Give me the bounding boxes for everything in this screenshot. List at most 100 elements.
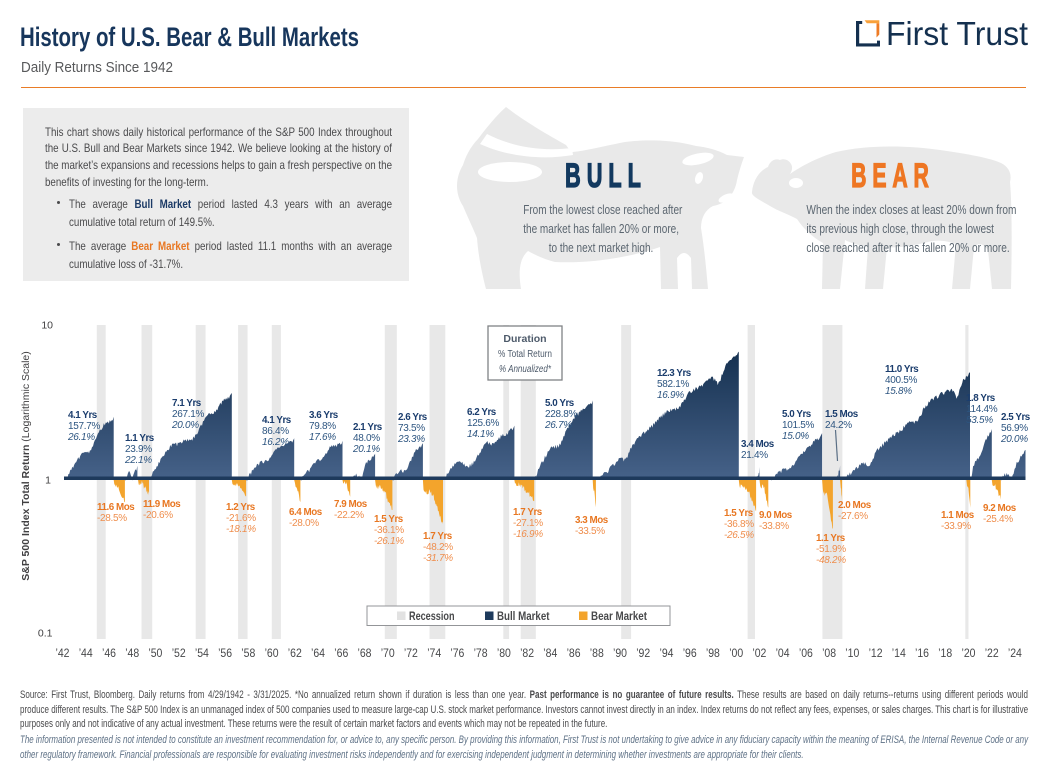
svg-text:’98: ’98	[706, 648, 720, 660]
svg-text:’00: ’00	[729, 648, 743, 660]
svg-text:’80: ’80	[497, 648, 511, 660]
svg-text:21.4%: 21.4%	[741, 450, 768, 461]
svg-text:20.0%: 20.0%	[1000, 434, 1028, 445]
svg-text:’22: ’22	[985, 648, 999, 660]
svg-text:’12: ’12	[869, 648, 883, 660]
svg-text:1: 1	[45, 475, 51, 487]
svg-text:S&P 500 Index Total Return (Lo: S&P 500 Index Total Return (Logarithmic …	[20, 351, 32, 581]
svg-text:-21.6%: -21.6%	[226, 513, 256, 524]
svg-text:267.1%: 267.1%	[172, 409, 205, 420]
svg-text:’84: ’84	[543, 648, 558, 660]
svg-text:101.5%: 101.5%	[782, 420, 815, 431]
svg-text:400.5%: 400.5%	[885, 375, 918, 386]
svg-text:Bull Market: Bull Market	[497, 611, 550, 623]
svg-text:% Total Return: % Total Return	[498, 349, 552, 360]
svg-text:-36.8%: -36.8%	[724, 519, 754, 530]
svg-text:’66: ’66	[334, 648, 348, 660]
svg-text:’62: ’62	[288, 648, 302, 660]
svg-text:16.2%: 16.2%	[262, 437, 289, 448]
svg-text:86.4%: 86.4%	[262, 426, 289, 437]
svg-text:’60: ’60	[265, 648, 279, 660]
svg-text:114.4%: 114.4%	[966, 404, 998, 415]
svg-text:-28.5%: -28.5%	[97, 513, 127, 524]
svg-text:’86: ’86	[567, 648, 581, 660]
svg-text:’88: ’88	[590, 648, 604, 660]
svg-text:10: 10	[41, 320, 53, 332]
svg-text:-51.9%: -51.9%	[816, 544, 846, 555]
svg-text:3.4 Mos: 3.4 Mos	[741, 439, 775, 450]
svg-text:56.9%: 56.9%	[1001, 423, 1028, 434]
svg-text:’02: ’02	[752, 648, 766, 660]
svg-text:6.2 Yrs: 6.2 Yrs	[467, 407, 497, 418]
svg-text:-28.0%: -28.0%	[289, 518, 319, 529]
svg-text:-33.5%: -33.5%	[575, 526, 605, 537]
svg-text:26.1%: 26.1%	[67, 432, 95, 443]
svg-text:1.8 Yrs: 1.8 Yrs	[966, 393, 996, 404]
svg-text:Duration: Duration	[503, 333, 546, 345]
svg-text:1.5 Yrs: 1.5 Yrs	[374, 514, 404, 525]
svg-text:11.9 Mos: 11.9 Mos	[143, 499, 181, 510]
svg-text:11.0 Yrs: 11.0 Yrs	[885, 364, 919, 375]
svg-text:-33.8%: -33.8%	[759, 521, 789, 532]
svg-text:11.6 Mos: 11.6 Mos	[97, 502, 135, 513]
svg-text:-25.4%: -25.4%	[983, 514, 1013, 525]
svg-text:7.1 Yrs: 7.1 Yrs	[172, 398, 202, 409]
svg-text:5.0 Yrs: 5.0 Yrs	[545, 398, 575, 409]
svg-text:-48.2%: -48.2%	[816, 555, 846, 566]
svg-text:’70: ’70	[381, 648, 395, 660]
svg-text:2.5 Yrs: 2.5 Yrs	[1001, 412, 1031, 423]
svg-text:9.0 Mos: 9.0 Mos	[759, 510, 793, 521]
svg-text:-31.7%: -31.7%	[423, 553, 453, 564]
svg-text:1.5 Mos: 1.5 Mos	[825, 409, 859, 420]
svg-text:7.9 Mos: 7.9 Mos	[334, 499, 368, 510]
svg-text:1.7 Yrs: 1.7 Yrs	[423, 531, 453, 542]
svg-text:’14: ’14	[892, 648, 907, 660]
svg-text:’56: ’56	[218, 648, 232, 660]
svg-text:15.0%: 15.0%	[782, 431, 809, 442]
svg-text:-22.2%: -22.2%	[334, 510, 364, 521]
svg-text:3.3 Mos: 3.3 Mos	[575, 515, 609, 526]
svg-text:79.8%: 79.8%	[309, 421, 336, 432]
svg-text:1.5 Yrs: 1.5 Yrs	[724, 508, 754, 519]
svg-text:20.0%: 20.0%	[171, 420, 199, 431]
svg-text:’18: ’18	[938, 648, 952, 660]
svg-text:-48.2%: -48.2%	[423, 542, 453, 553]
svg-text:20.1%: 20.1%	[352, 444, 380, 455]
svg-text:2.1 Yrs: 2.1 Yrs	[353, 422, 383, 433]
svg-text:2.0 Mos: 2.0 Mos	[838, 500, 872, 511]
svg-text:’46: ’46	[102, 648, 116, 660]
svg-text:’78: ’78	[474, 648, 488, 660]
svg-text:48.0%: 48.0%	[353, 433, 380, 444]
svg-text:Bear Market: Bear Market	[591, 611, 647, 623]
svg-text:’96: ’96	[683, 648, 697, 660]
svg-text:22.1%: 22.1%	[124, 455, 152, 466]
svg-text:582.1%: 582.1%	[657, 379, 690, 390]
svg-text:15.8%: 15.8%	[885, 386, 912, 397]
svg-text:4.1 Yrs: 4.1 Yrs	[262, 415, 292, 426]
svg-text:2.6 Yrs: 2.6 Yrs	[398, 412, 428, 423]
svg-text:% Annualized*: % Annualized*	[499, 364, 552, 375]
svg-text:1.1 Yrs: 1.1 Yrs	[816, 533, 846, 544]
svg-text:’10: ’10	[845, 648, 859, 660]
svg-text:228.8%: 228.8%	[545, 409, 578, 420]
svg-text:1.1 Mos: 1.1 Mos	[941, 510, 975, 521]
svg-text:53.5%: 53.5%	[966, 415, 993, 426]
svg-text:6.4 Mos: 6.4 Mos	[289, 507, 323, 518]
svg-text:12.3 Yrs: 12.3 Yrs	[657, 368, 692, 379]
svg-text:-26.5%: -26.5%	[724, 530, 754, 541]
svg-text:-33.9%: -33.9%	[941, 521, 971, 532]
svg-text:’48: ’48	[125, 648, 139, 660]
svg-text:5.0 Yrs: 5.0 Yrs	[782, 409, 812, 420]
svg-text:14.1%: 14.1%	[467, 429, 494, 440]
svg-text:’92: ’92	[636, 648, 650, 660]
svg-text:’50: ’50	[148, 648, 162, 660]
svg-text:’58: ’58	[241, 648, 255, 660]
svg-text:’82: ’82	[520, 648, 534, 660]
svg-text:-27.6%: -27.6%	[838, 511, 868, 522]
svg-text:’16: ’16	[915, 648, 929, 660]
svg-text:0.1: 0.1	[38, 628, 53, 640]
svg-text:’94: ’94	[660, 648, 675, 660]
svg-text:’76: ’76	[450, 648, 464, 660]
svg-text:26.7%: 26.7%	[544, 420, 572, 431]
svg-text:-27.1%: -27.1%	[513, 518, 543, 529]
